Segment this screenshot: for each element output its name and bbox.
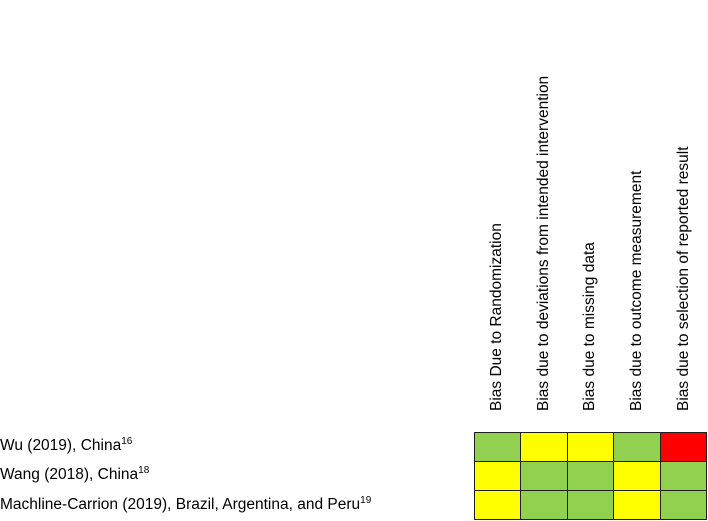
reference-number: 19 xyxy=(360,494,372,506)
column-header-label: Bias due to selection of reported result xyxy=(674,146,692,411)
study-name: Wang (2018), China xyxy=(0,466,139,484)
column-header: Bias due to outcome measurement xyxy=(614,0,661,429)
row-label: Wang (2018), China18 xyxy=(0,460,149,489)
risk-cell xyxy=(475,433,521,461)
risk-cell xyxy=(660,433,706,461)
risk-cell xyxy=(521,433,567,461)
risk-cell xyxy=(614,491,660,519)
risk-cell xyxy=(660,462,706,490)
study-name: Machline-Carrion (2019), Brazil, Argenti… xyxy=(0,495,361,513)
column-header: Bias due to missing data xyxy=(567,0,614,429)
column-header-label: Bias Due to Randomization xyxy=(488,223,506,411)
risk-cell xyxy=(475,491,521,519)
column-header-label: Bias due to outcome measurement xyxy=(628,170,646,411)
row-label: Wu (2019), China16 xyxy=(0,431,132,460)
column-header-label: Bias due to deviations from intended int… xyxy=(534,75,552,411)
row-label: Machline-Carrion (2019), Brazil, Argenti… xyxy=(0,490,371,519)
risk-cell xyxy=(567,462,614,490)
risk-cell xyxy=(567,433,614,461)
column-header: Bias due to deviations from intended int… xyxy=(521,0,568,429)
column-header: Bias Due to Randomization xyxy=(474,0,521,429)
study-name: Wu (2019), China xyxy=(0,437,122,454)
risk-cell xyxy=(614,462,660,490)
risk-cell xyxy=(567,491,614,519)
risk-grid xyxy=(474,432,707,520)
column-header: Bias due to selection of reported result xyxy=(660,0,707,429)
risk-cell xyxy=(521,462,567,490)
risk-cell xyxy=(521,491,567,519)
reference-number: 18 xyxy=(138,465,150,477)
risk-cell xyxy=(660,491,706,519)
risk-cell xyxy=(475,462,521,490)
column-header-label: Bias due to missing data xyxy=(581,242,599,411)
reference-number: 16 xyxy=(121,436,133,447)
risk-cell xyxy=(614,433,660,461)
